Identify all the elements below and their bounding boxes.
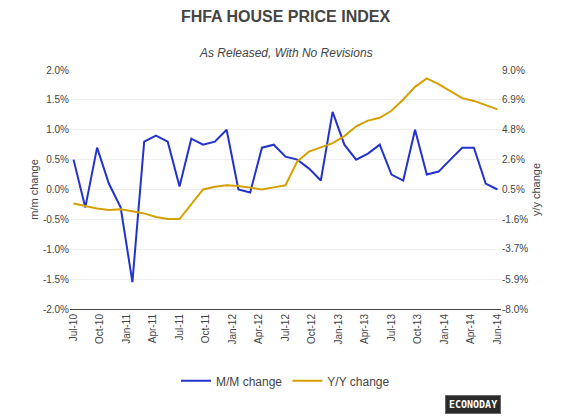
svg-text:Jul-12: Jul-12 xyxy=(280,314,291,342)
svg-text:ECONODAY: ECONODAY xyxy=(449,399,497,410)
svg-text:0.5%: 0.5% xyxy=(46,154,69,165)
svg-text:Jan-11: Jan-11 xyxy=(121,314,132,344)
svg-text:-1.5%: -1.5% xyxy=(43,274,69,285)
svg-text:Jan-13: Jan-13 xyxy=(333,314,344,345)
svg-text:1.0%: 1.0% xyxy=(46,124,69,135)
svg-text:2.0%: 2.0% xyxy=(46,65,69,76)
svg-text:Apr-13: Apr-13 xyxy=(359,314,370,344)
svg-text:-0.5%: -0.5% xyxy=(43,214,69,225)
svg-text:-2.0%: -2.0% xyxy=(43,304,69,315)
svg-text:Apr-11: Apr-11 xyxy=(147,314,158,344)
svg-text:m/m change: m/m change xyxy=(28,159,40,220)
svg-text:Jul-11: Jul-11 xyxy=(174,314,185,341)
svg-text:Jul-13: Jul-13 xyxy=(386,314,397,342)
svg-text:Oct-10: Oct-10 xyxy=(94,314,105,344)
svg-text:9.0%: 9.0% xyxy=(502,65,525,76)
svg-text:FHFA HOUSE PRICE INDEX: FHFA HOUSE PRICE INDEX xyxy=(181,8,391,25)
svg-text:Apr-14: Apr-14 xyxy=(465,314,476,344)
svg-text:Oct-13: Oct-13 xyxy=(412,314,423,344)
svg-text:-3.7%: -3.7% xyxy=(502,243,528,254)
svg-text:Oct-12: Oct-12 xyxy=(306,314,317,344)
svg-text:-1.6%: -1.6% xyxy=(502,214,528,225)
svg-text:-8.0%: -8.0% xyxy=(502,304,528,315)
svg-text:0.0%: 0.0% xyxy=(46,184,69,195)
svg-text:Jun-14: Jun-14 xyxy=(492,314,503,345)
svg-text:Apr-12: Apr-12 xyxy=(253,314,264,344)
svg-text:Jan-12: Jan-12 xyxy=(227,314,238,345)
svg-text:Jan-14: Jan-14 xyxy=(439,314,450,345)
svg-text:2.6%: 2.6% xyxy=(502,154,525,165)
svg-text:y/y change: y/y change xyxy=(530,163,542,216)
svg-text:0.5%: 0.5% xyxy=(502,184,525,195)
svg-text:Y/Y change: Y/Y change xyxy=(327,375,389,389)
svg-text:1.5%: 1.5% xyxy=(46,94,69,105)
svg-text:Jul-10: Jul-10 xyxy=(68,314,79,342)
svg-text:-1.0%: -1.0% xyxy=(43,244,69,255)
svg-text:M/M change: M/M change xyxy=(216,375,282,389)
svg-text:Oct-11: Oct-11 xyxy=(200,314,211,344)
svg-text:6.9%: 6.9% xyxy=(502,94,525,105)
svg-text:As Released, With No Revisions: As Released, With No Revisions xyxy=(199,46,373,60)
svg-text:-5.9%: -5.9% xyxy=(502,274,528,285)
svg-text:4.8%: 4.8% xyxy=(502,124,525,135)
